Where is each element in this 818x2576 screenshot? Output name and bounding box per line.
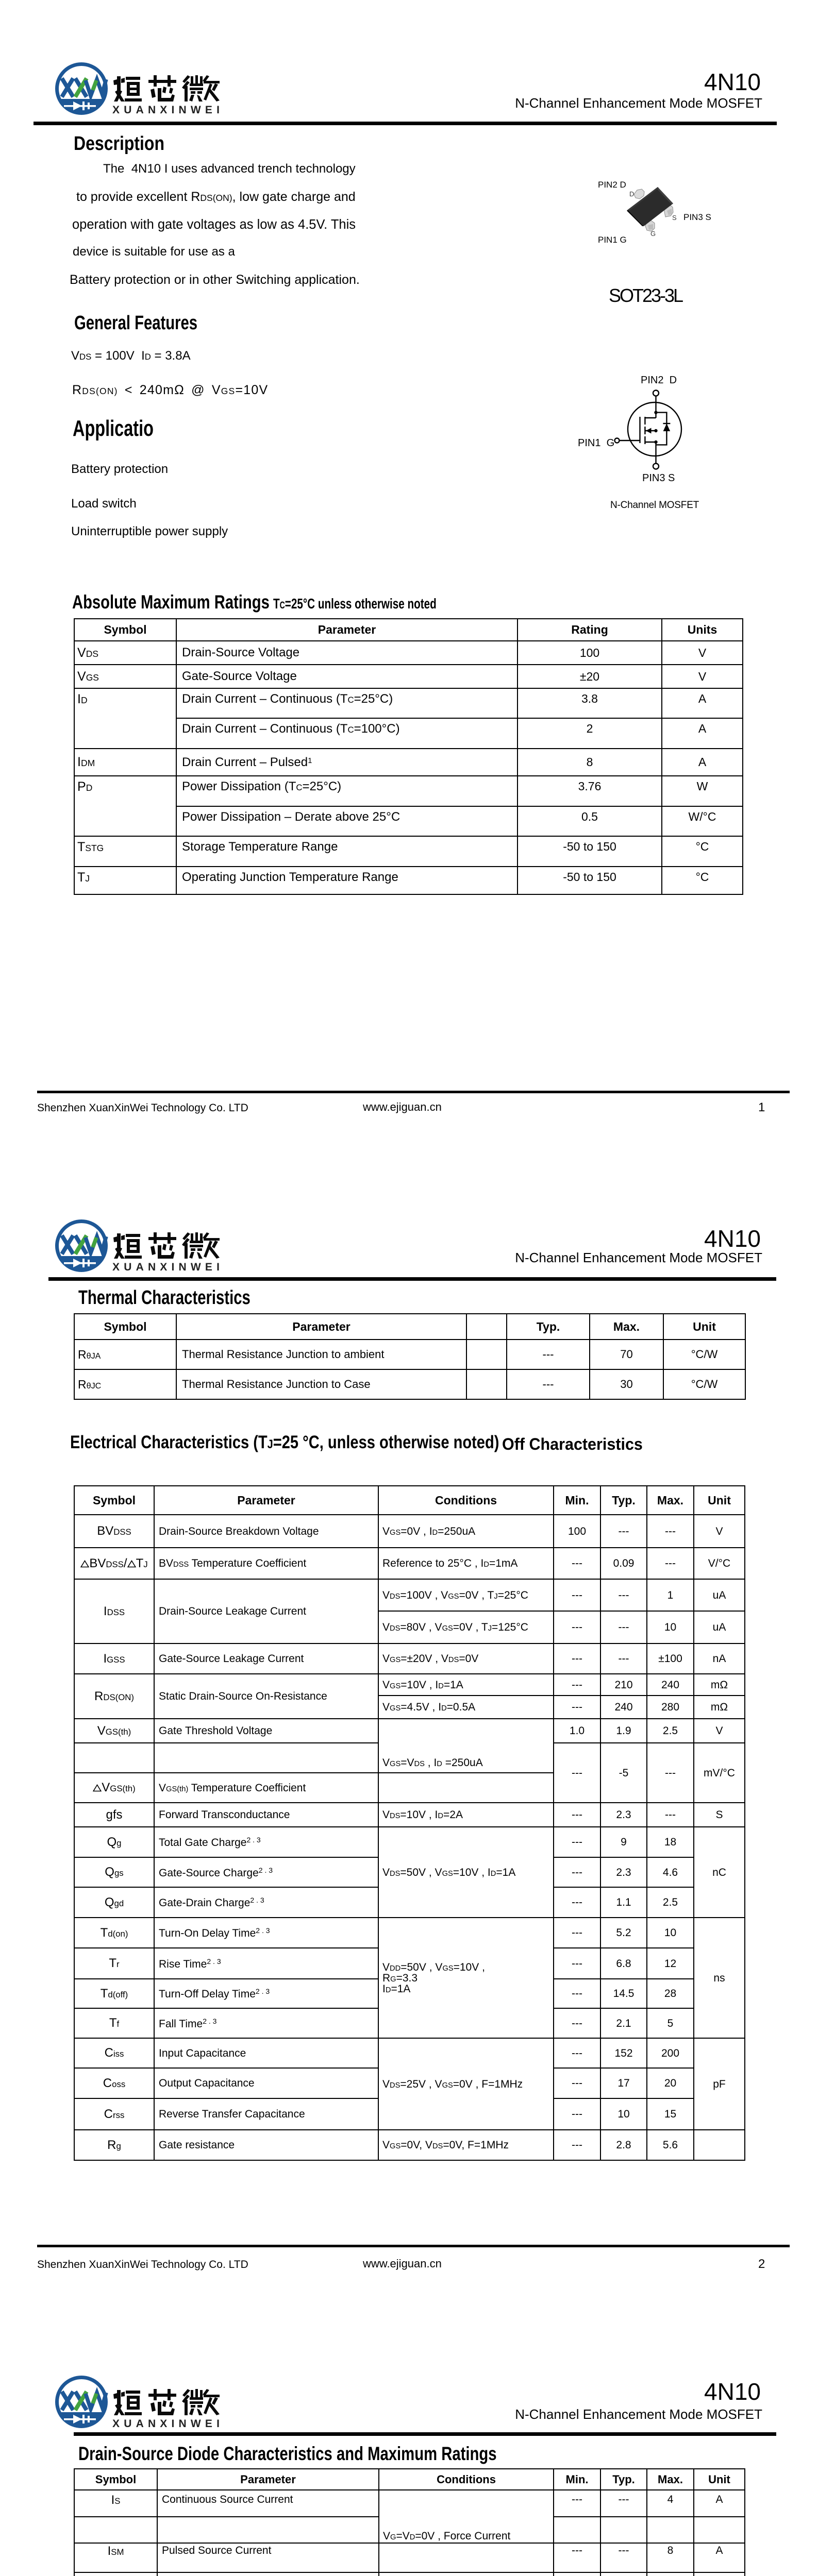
svg-text:G: G — [650, 230, 656, 237]
svg-text:S: S — [672, 214, 677, 222]
svg-text:D: D — [629, 190, 634, 198]
